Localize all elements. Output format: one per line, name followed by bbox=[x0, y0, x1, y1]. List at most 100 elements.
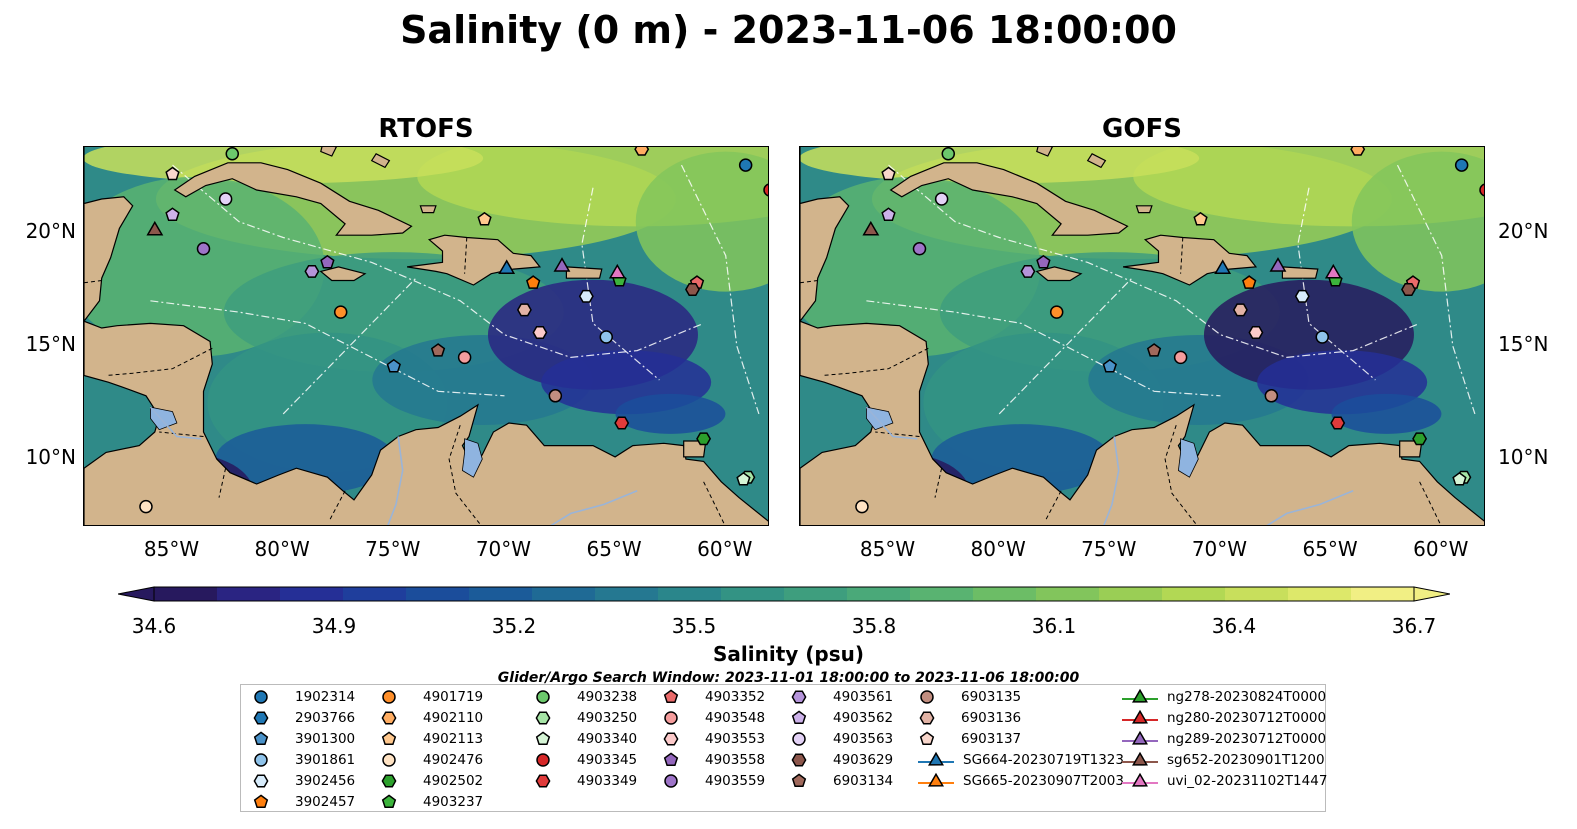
legend-label: ng280-20230712T0000 bbox=[1167, 710, 1327, 726]
platform-marker bbox=[1248, 326, 1264, 339]
colorbar-segment bbox=[469, 587, 533, 601]
legend-item: SG664-20230719T1323 bbox=[917, 750, 1124, 770]
platform-marker bbox=[548, 389, 563, 403]
map-panel-gofs[interactable] bbox=[799, 146, 1485, 526]
legend-marker-icon bbox=[791, 773, 807, 788]
platform-marker bbox=[196, 242, 211, 256]
platform-marker bbox=[578, 289, 594, 303]
platform-marker bbox=[516, 303, 532, 317]
legend-label: 4903629 bbox=[833, 752, 894, 768]
legend-item: 1902314 bbox=[251, 687, 355, 707]
legend-label: 2903766 bbox=[295, 710, 356, 726]
legend-marker-icon bbox=[253, 711, 269, 725]
legend-label: SG665-20230907T2003 bbox=[963, 773, 1124, 789]
legend-label: 4903349 bbox=[577, 773, 638, 789]
platform-marker bbox=[457, 350, 472, 365]
colorbar-extend-min bbox=[117, 586, 155, 602]
map-panel-rtofs[interactable] bbox=[83, 146, 769, 526]
colorbar-segment bbox=[721, 587, 785, 601]
platform-marker bbox=[696, 432, 712, 446]
legend-marker-icon bbox=[535, 731, 551, 746]
legend-label: 4903553 bbox=[705, 731, 766, 747]
legend-item: 4903553 bbox=[661, 729, 765, 749]
land-mass bbox=[319, 266, 367, 282]
platform-marker bbox=[146, 220, 164, 236]
salinity-region bbox=[84, 147, 484, 184]
colorbar-tick-label: 36.7 bbox=[1391, 614, 1437, 638]
lat-tick-label: 15°N bbox=[1498, 332, 1549, 357]
platform-marker bbox=[599, 330, 613, 344]
salinity-region bbox=[800, 147, 1200, 184]
land-mass bbox=[889, 162, 1129, 236]
lon-tick-label: 75°W bbox=[1081, 537, 1137, 561]
country-border bbox=[1164, 425, 1198, 525]
platform-marker bbox=[1036, 254, 1051, 269]
platform-marker bbox=[218, 192, 233, 206]
salinity-region bbox=[615, 393, 726, 434]
platform-marker bbox=[165, 166, 180, 181]
legend-item: 4903345 bbox=[533, 750, 637, 770]
land-mass bbox=[173, 162, 413, 236]
salinity-region bbox=[215, 424, 396, 495]
legend-marker-icon bbox=[918, 772, 954, 787]
platform-marker bbox=[1020, 264, 1036, 278]
eez-boundary bbox=[1396, 164, 1476, 415]
colorbar-tick-label: 35.2 bbox=[491, 614, 537, 638]
colorbar-segment bbox=[784, 587, 848, 601]
country-border bbox=[448, 425, 482, 525]
platform-marker bbox=[881, 207, 896, 221]
legend-marker-icon bbox=[381, 774, 397, 788]
lake bbox=[1177, 438, 1199, 478]
legend-item: 4903340 bbox=[533, 729, 637, 749]
platform-marker bbox=[553, 257, 571, 272]
lat-tick-label: 10°N bbox=[1498, 445, 1549, 470]
legend-item: 3902456 bbox=[251, 771, 355, 791]
river bbox=[550, 490, 638, 525]
country-border bbox=[84, 280, 102, 284]
legend-marker-icon bbox=[664, 711, 678, 725]
colorbar-segment bbox=[343, 587, 407, 601]
legend-label: 4903340 bbox=[577, 731, 638, 747]
legend-item: ng280-20230712T0000 bbox=[1121, 708, 1326, 728]
legend-marker-icon bbox=[253, 731, 269, 746]
legend-marker-icon bbox=[664, 774, 678, 788]
platform-marker bbox=[139, 499, 153, 514]
legend-marker-icon bbox=[663, 732, 679, 746]
legend-marker-icon bbox=[381, 794, 397, 809]
legend-marker-icon bbox=[1122, 730, 1158, 745]
platform-marker bbox=[634, 147, 650, 156]
legend-label: 4903562 bbox=[833, 710, 894, 726]
country-border bbox=[1419, 481, 1442, 525]
legend-label: 3902456 bbox=[295, 773, 356, 789]
lake bbox=[461, 438, 483, 478]
legend-marker-icon bbox=[791, 710, 807, 725]
colorbar-segment bbox=[1036, 587, 1100, 601]
legend-item: ng289-20230712T0000 bbox=[1121, 729, 1326, 749]
legend-marker-icon bbox=[536, 690, 550, 704]
platform-marker bbox=[1242, 275, 1257, 289]
platform-marker bbox=[862, 220, 880, 236]
country-border bbox=[106, 347, 213, 376]
platform-marker bbox=[912, 242, 927, 256]
lon-tick-label: 80°W bbox=[254, 537, 310, 561]
legend-marker-icon bbox=[920, 690, 934, 704]
platform-marker bbox=[386, 358, 401, 373]
platform-marker bbox=[1324, 263, 1342, 279]
platform-marker bbox=[608, 263, 626, 279]
legend-label: 6903137 bbox=[961, 731, 1022, 747]
legend-marker-icon bbox=[1122, 772, 1158, 787]
colorbar bbox=[117, 586, 1451, 610]
legend-item: 6903137 bbox=[917, 729, 1021, 749]
land-mass bbox=[1281, 266, 1319, 279]
platform-marker bbox=[498, 259, 516, 275]
legend-marker-icon bbox=[792, 732, 806, 746]
platform-marker bbox=[738, 158, 753, 172]
land-mass bbox=[1035, 266, 1083, 282]
colorbar-segment bbox=[406, 587, 470, 601]
platform-marker bbox=[320, 254, 335, 269]
legend-label: uvi_02-20231102T1447 bbox=[1167, 773, 1328, 789]
lon-tick-label: 60°W bbox=[697, 537, 753, 561]
legend-item: 4903559 bbox=[661, 771, 765, 791]
platform-marker bbox=[1479, 183, 1484, 197]
legend-label: 4903558 bbox=[705, 752, 766, 768]
